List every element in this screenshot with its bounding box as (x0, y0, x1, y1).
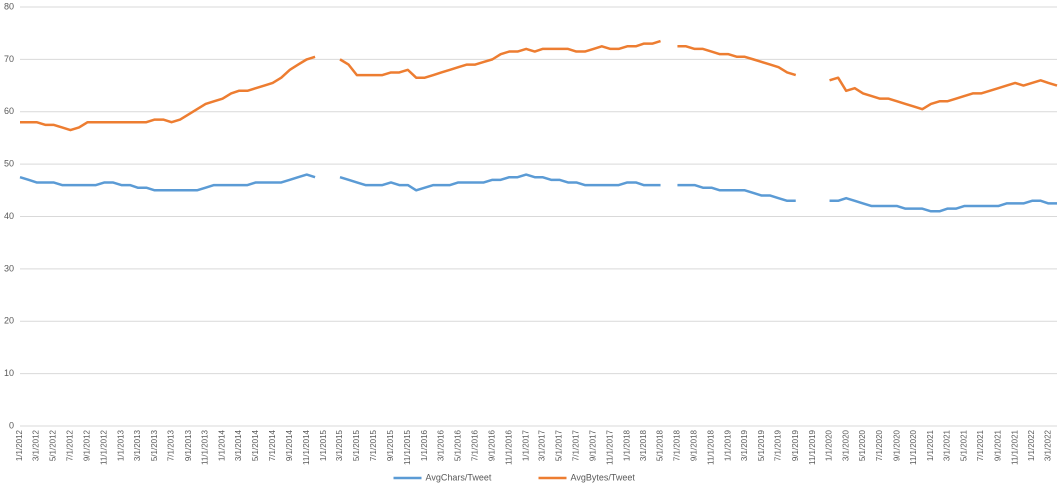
x-tick-label: 11/1/2013 (201, 429, 210, 465)
legend-label: AvgChars/Tweet (426, 472, 492, 482)
x-tick-label: 3/1/2020 (841, 429, 850, 461)
x-tick-label: 1/1/2019 (724, 429, 733, 461)
x-tick-label: 5/1/2020 (858, 429, 867, 461)
x-tick-label: 9/1/2019 (791, 429, 800, 461)
x-tick-label: 11/1/2015 (403, 429, 412, 465)
x-tick-label: 5/1/2021 (959, 429, 968, 461)
x-tick-label: 9/1/2017 (589, 429, 598, 461)
x-tick-label: 11/1/2016 (504, 429, 513, 465)
x-tick-label: 1/1/2015 (319, 429, 328, 461)
x-tick-label: 7/1/2015 (369, 429, 378, 461)
y-tick-label: 40 (4, 211, 14, 221)
x-tick-label: 3/1/2016 (437, 429, 446, 461)
x-tick-label: 5/1/2014 (251, 429, 260, 461)
x-tick-label: 5/1/2015 (352, 429, 361, 461)
x-tick-label: 9/1/2014 (285, 429, 294, 461)
x-tick-label: 11/1/2017 (606, 429, 615, 465)
x-tick-label: 11/1/2019 (808, 429, 817, 465)
x-tick-label: 5/1/2017 (555, 429, 564, 461)
x-tick-label: 1/1/2021 (926, 429, 935, 461)
y-tick-label: 70 (4, 54, 14, 64)
x-tick-label: 7/1/2020 (875, 429, 884, 461)
x-tick-label: 5/1/2019 (757, 429, 766, 461)
x-tick-label: 7/1/2018 (673, 429, 682, 461)
x-tick-label: 9/1/2020 (892, 429, 901, 461)
x-tick-label: 1/1/2013 (117, 429, 126, 461)
x-tick-label: 5/1/2018 (656, 429, 665, 461)
x-tick-label: 7/1/2019 (774, 429, 783, 461)
x-tick-label: 1/1/2022 (1027, 429, 1036, 461)
x-tick-label: 9/1/2021 (993, 429, 1002, 461)
x-tick-label: 1/1/2017 (521, 429, 530, 461)
x-tick-label: 1/1/2014 (218, 429, 227, 461)
y-tick-label: 60 (4, 106, 14, 116)
x-tick-label: 7/1/2016 (470, 429, 479, 461)
x-tick-label: 11/1/2018 (707, 429, 716, 465)
x-tick-label: 3/1/2012 (32, 429, 41, 461)
x-tick-label: 1/1/2018 (622, 429, 631, 461)
x-tick-label: 1/1/2012 (15, 429, 24, 461)
y-tick-label: 20 (4, 316, 14, 326)
x-tick-label: 11/1/2020 (909, 429, 918, 465)
x-tick-label: 1/1/2020 (825, 429, 834, 461)
x-tick-label: 7/1/2021 (976, 429, 985, 461)
x-tick-label: 11/1/2012 (100, 429, 109, 465)
x-tick-label: 3/1/2019 (740, 429, 749, 461)
y-tick-label: 10 (4, 368, 14, 378)
x-tick-label: 7/1/2014 (268, 429, 277, 461)
x-tick-label: 3/1/2013 (133, 429, 142, 461)
x-tick-label: 7/1/2017 (571, 429, 580, 461)
y-tick-label: 80 (4, 1, 14, 11)
x-tick-label: 3/1/2018 (639, 429, 648, 461)
x-tick-label: 9/1/2018 (690, 429, 699, 461)
series-line (20, 39, 1058, 132)
x-tick-label: 3/1/2015 (335, 429, 344, 461)
x-tick-label: 7/1/2013 (167, 429, 176, 461)
series-line (19, 173, 1057, 213)
x-tick-label: 3/1/2021 (942, 429, 951, 461)
x-tick-label: 9/1/2012 (83, 429, 92, 461)
legend-label: AvgBytes/Tweet (571, 472, 636, 482)
x-tick-label: 3/1/2014 (234, 429, 243, 461)
x-tick-label: 5/1/2012 (49, 429, 58, 461)
x-tick-label: 1/1/2016 (420, 429, 429, 461)
y-tick-label: 0 (9, 420, 14, 430)
x-tick-label: 9/1/2015 (386, 429, 395, 461)
x-tick-label: 7/1/2012 (66, 429, 75, 461)
x-tick-label: 3/1/2022 (1044, 429, 1053, 461)
x-tick-label: 11/1/2021 (1010, 429, 1019, 465)
x-tick-label: 3/1/2017 (538, 429, 547, 461)
x-tick-label: 5/1/2013 (150, 429, 159, 461)
x-tick-label: 9/1/2016 (487, 429, 496, 461)
y-tick-label: 50 (4, 159, 14, 169)
x-tick-label: 5/1/2016 (453, 429, 462, 461)
x-tick-label: 9/1/2013 (184, 429, 193, 461)
x-tick-label: 11/1/2014 (302, 429, 311, 465)
y-tick-label: 30 (4, 263, 14, 273)
